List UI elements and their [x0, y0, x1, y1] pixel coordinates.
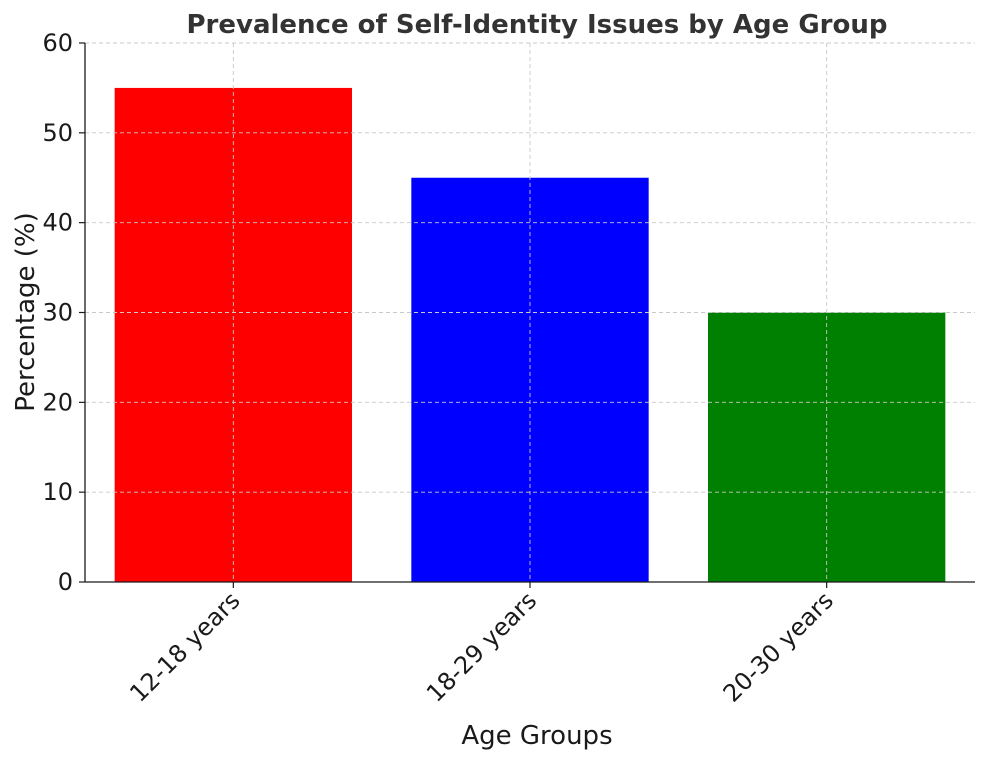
- bar-20-30-years: [708, 312, 946, 582]
- y-tick-labels: 0 10 20 30 40 50 60: [42, 29, 85, 596]
- y-axis-label: Percentage (%): [11, 212, 41, 412]
- y-tick-label: 30: [42, 299, 73, 327]
- x-tick-labels: 12-18 years 18-29 years 20-30 years: [124, 582, 839, 708]
- x-tick-label: 18-29 years: [421, 586, 542, 707]
- y-tick-label: 20: [42, 388, 73, 416]
- y-tick-label: 40: [42, 209, 73, 237]
- x-axis-label: Age Groups: [461, 721, 612, 751]
- y-tick-label: 50: [42, 119, 73, 147]
- y-tick-label: 10: [42, 478, 73, 506]
- chart-title: Prevalence of Self-Identity Issues by Ag…: [187, 10, 888, 40]
- grid-lines: [85, 42, 975, 583]
- y-tick-label: 0: [58, 568, 73, 596]
- x-tick-label: 20-30 years: [718, 586, 839, 707]
- x-tick-label: 12-18 years: [124, 586, 245, 707]
- y-tick-label: 60: [42, 29, 73, 57]
